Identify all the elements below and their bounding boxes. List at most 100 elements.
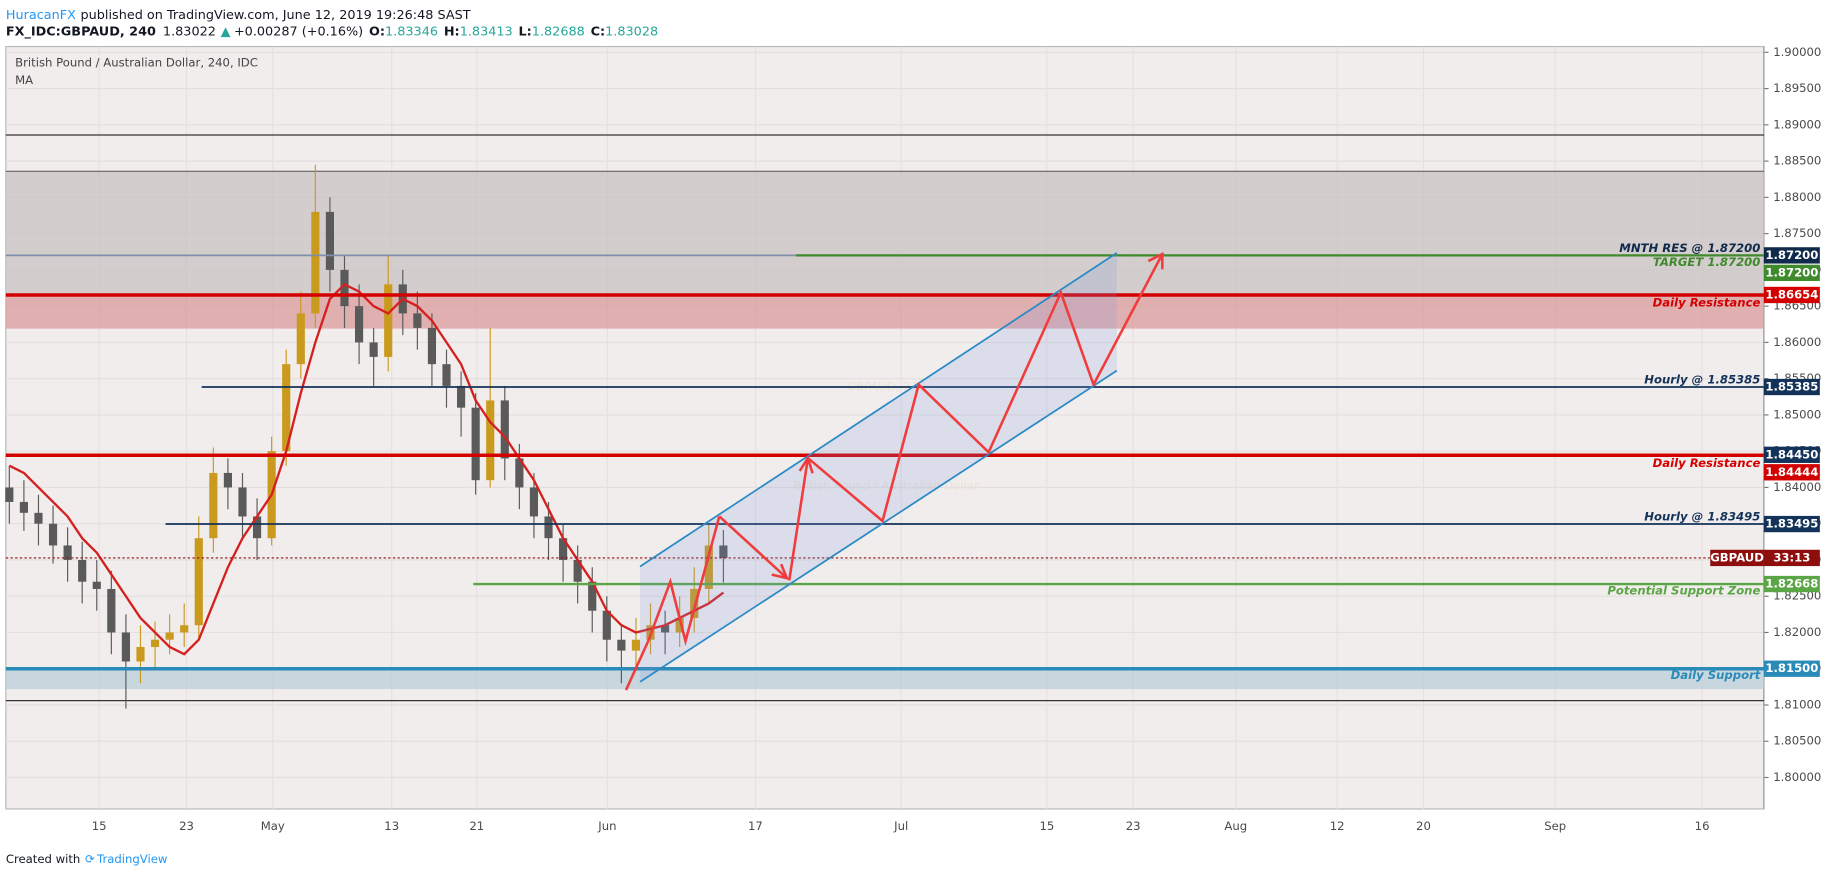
level-label: Daily Resistance [1653, 296, 1761, 310]
x-tick-label: 13 [384, 819, 399, 833]
candle-body [136, 646, 145, 662]
level-label: TARGET 1.87200 [1653, 255, 1761, 269]
change: +0.00287 (+0.16%) [234, 24, 363, 39]
channel-upper [639, 252, 1118, 568]
price-tag-label: 1.82668 [1765, 577, 1818, 591]
candle-body [442, 364, 451, 386]
x-tick-label: Jul [893, 819, 908, 833]
candle-body [282, 364, 291, 452]
price-tag-label: 1.87200 [1765, 248, 1818, 262]
price-tag-label: 1.84444 [1765, 465, 1818, 479]
candle-body [515, 458, 524, 488]
price-tag [1763, 446, 1820, 463]
arrowhead-3 [1147, 251, 1164, 270]
channel-lower [639, 369, 1118, 683]
candle-body [675, 617, 684, 633]
y-tick-label: 1.89000 [1773, 117, 1821, 131]
candle-body [544, 516, 553, 539]
candle-body [354, 306, 364, 343]
y-tick-label: 1.88000 [1773, 190, 1821, 204]
arrowhead-1 [771, 563, 790, 580]
x-tick-label: Jun [597, 819, 616, 833]
candle-body [150, 639, 160, 647]
candle-body [427, 327, 437, 365]
candle-body [325, 211, 335, 270]
chart-title: British Pound / Australian Dollar, 240, … [15, 55, 258, 69]
candle-body [704, 545, 713, 589]
level-label: Hourly @ 1.83495 [1644, 510, 1760, 524]
candle-body [529, 487, 539, 517]
x-tick-label: 23 [1126, 819, 1141, 833]
price-tag-label: 1.84450 [1765, 447, 1818, 461]
candle-body [457, 385, 466, 408]
candle-body [34, 512, 43, 524]
candle-body [471, 407, 480, 481]
price-tag [1763, 464, 1820, 481]
candle-body [296, 313, 305, 365]
price-tag [1763, 264, 1820, 282]
x-tick-label: Aug [1224, 819, 1247, 833]
candle-body [311, 211, 320, 314]
candle-body [48, 523, 58, 546]
ohlc-value: 1.82688 [532, 24, 585, 39]
candle-body [252, 516, 262, 539]
candle-body [413, 313, 422, 328]
candle-body [121, 632, 130, 662]
ohlc-key: C: [591, 24, 606, 39]
level-label: Potential Support Zone [1607, 584, 1760, 598]
x-tick-label: 15 [1039, 819, 1054, 833]
brand[interactable]: TradingView [96, 852, 168, 866]
candle-body [92, 581, 101, 589]
price-tag-label: 1.86654 [1765, 287, 1818, 301]
countdown-label: 33:13 [1773, 550, 1810, 564]
candle-body [588, 581, 597, 611]
x-tick-label: Sep [1544, 819, 1566, 833]
y-tick-label: 1.82000 [1773, 625, 1821, 639]
projection-path [787, 253, 1164, 581]
ohlc-value: 1.83028 [605, 24, 658, 39]
last-price: 1.83022 [163, 24, 216, 39]
price-tag [1763, 575, 1820, 593]
y-tick-label: 1.80000 [1773, 770, 1821, 784]
author[interactable]: HuracanFX [6, 8, 76, 23]
y-tick-label: 1.85000 [1773, 407, 1821, 421]
level-label: MNTH RES @ 1.87200 [1619, 241, 1760, 255]
created-with: Created with [6, 852, 80, 866]
symbol-tag-label: GBPAUD [1710, 550, 1764, 564]
candle-body [602, 610, 611, 640]
candle-body [209, 472, 218, 539]
watermark-name: British Pound / Australian Dollar [793, 479, 978, 493]
y-tick-label: 1.84000 [1773, 480, 1821, 494]
published: published on TradingView.com, June 12, 2… [81, 8, 471, 23]
candle-body [107, 588, 116, 633]
candle-body [559, 538, 568, 560]
candle-body [19, 501, 28, 513]
candle-body [5, 487, 14, 502]
ohlc-value: 1.83346 [385, 24, 438, 39]
plot-layer: GBPAUD, 240British Pound / Australian Do… [5, 45, 1821, 833]
ohlc-key: O: [369, 24, 385, 39]
x-tick-label: 12 [1330, 819, 1345, 833]
indicator-label: MA [15, 73, 33, 87]
candle-body [719, 545, 728, 558]
y-tick-label: 1.86000 [1773, 335, 1821, 349]
level-label: Daily Support [1671, 668, 1761, 682]
candle-body [617, 639, 626, 651]
zone [5, 171, 1764, 295]
price-tag [1763, 660, 1820, 677]
y-tick-label: 1.87500 [1773, 226, 1821, 240]
candle-body [194, 538, 203, 626]
zone [5, 294, 1764, 329]
candle-body [180, 625, 189, 633]
candle-body [340, 269, 349, 307]
candle-body [500, 400, 509, 459]
zone [5, 668, 1764, 690]
symbol-tag [1710, 549, 1764, 567]
up-arrow: ▲ [221, 24, 231, 39]
projection-arrows [624, 251, 1164, 691]
price-tag [1763, 286, 1820, 304]
footer: Created with ⟳ TradingView [6, 852, 168, 866]
candle-body [78, 559, 87, 582]
